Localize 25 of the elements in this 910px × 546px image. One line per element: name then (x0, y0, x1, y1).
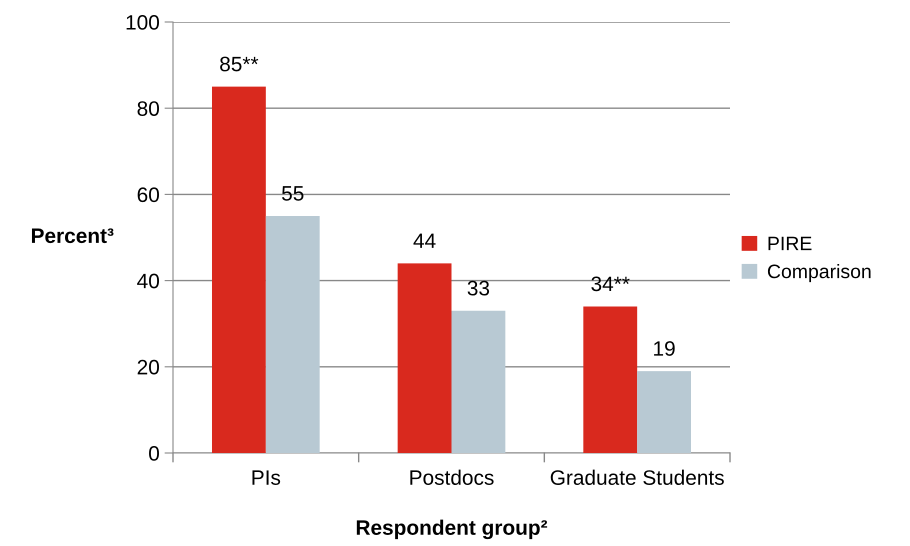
y-axis-title: Percent³ (32, 228, 114, 244)
data-label: 85** (220, 56, 258, 72)
y-tick-label: 60 (138, 187, 159, 202)
x-tick-label: PIs (252, 470, 280, 485)
x-tick-label: Postdocs (410, 470, 494, 485)
legend-label: Comparison (768, 264, 871, 282)
bar (398, 263, 452, 453)
y-tick-label: 100 (126, 15, 159, 30)
data-label: 33 (468, 280, 490, 296)
bar (452, 310, 506, 453)
bar (583, 306, 638, 453)
data-label: 55 (282, 186, 304, 201)
x-axis-title: Respondent group² (356, 520, 548, 540)
data-label: 19 (654, 341, 675, 356)
legend-label: PIRE (768, 236, 812, 250)
bar (212, 86, 266, 453)
y-tick-label: 80 (138, 101, 159, 116)
y-tick-label: 40 (137, 274, 159, 288)
y-tick-label: 0 (149, 446, 159, 461)
bar (637, 371, 692, 453)
data-label: 34** (591, 276, 630, 292)
x-tick-label: Graduate Students (550, 470, 724, 485)
data-label: 44 (413, 234, 436, 248)
bar (266, 216, 320, 453)
y-tick-label: 20 (138, 360, 159, 375)
